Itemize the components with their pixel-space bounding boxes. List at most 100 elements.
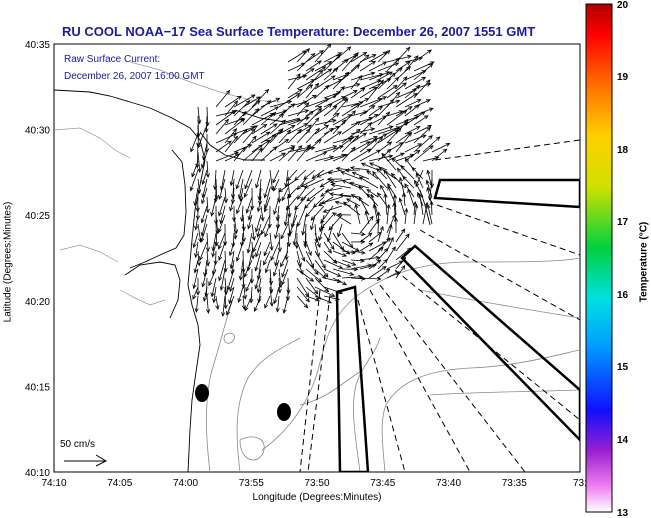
current-vector (242, 128, 256, 144)
current-vector (203, 142, 208, 160)
current-vector (296, 48, 310, 63)
current-vector (229, 286, 235, 304)
current-vector (381, 153, 397, 171)
current-vector (377, 237, 391, 252)
current-vector (323, 154, 346, 162)
current-vector (215, 133, 237, 144)
current-vector (214, 169, 217, 190)
y-tick-label: 40:35 (25, 40, 50, 51)
current-vector (201, 187, 208, 204)
current-vector-head (281, 280, 286, 286)
current-vector (404, 55, 419, 72)
current-vector-head (268, 280, 274, 286)
current-vector (332, 154, 348, 162)
current-vector (386, 260, 403, 270)
current-vector (296, 259, 304, 275)
current-vector-head (366, 170, 371, 175)
current-vector (305, 259, 319, 275)
current-vector (386, 110, 403, 117)
current-vector (323, 67, 338, 81)
current-vector (269, 277, 273, 293)
current-vector (229, 241, 235, 256)
current-vector (305, 98, 329, 108)
current-vector (192, 286, 199, 300)
current-vector (260, 123, 278, 135)
current-vector-head (310, 52, 316, 58)
current-vector (269, 152, 286, 162)
current-vector-head (273, 299, 278, 305)
current-vector-head (286, 193, 292, 199)
current-vector-head (434, 156, 440, 161)
current-vector-head (272, 178, 277, 184)
current-vector (224, 250, 227, 272)
current-vector-head (320, 219, 325, 224)
current-vector (377, 212, 380, 234)
current-vector-head (274, 106, 280, 111)
current-vector-head (420, 111, 426, 116)
current-vector-head (371, 54, 377, 59)
current-vector (404, 99, 421, 108)
current-vector (387, 186, 397, 207)
current-vector-head (355, 64, 361, 69)
current-vector (257, 223, 262, 237)
current-vector-head (415, 172, 420, 178)
current-vector-head (296, 73, 301, 78)
current-vector (251, 100, 271, 117)
current-vector-head (233, 100, 239, 105)
current-vector (240, 259, 244, 280)
current-vector (350, 54, 370, 72)
current-vector (332, 114, 352, 126)
current-vector (227, 268, 235, 291)
current-vector-head (280, 234, 285, 240)
current-vector (426, 180, 433, 198)
current-vector-head (381, 152, 386, 158)
current-vector (332, 250, 347, 257)
current-vector (220, 169, 226, 191)
current-vector-head (375, 255, 381, 260)
current-vector-head (305, 297, 310, 303)
current-vector-head (233, 135, 239, 141)
current-vector (258, 178, 262, 200)
current-vector (229, 196, 235, 211)
current-vector (233, 223, 236, 239)
current-vector (236, 241, 244, 262)
current-vector-head (381, 265, 387, 271)
current-vector-head (367, 122, 373, 127)
current-vector (233, 111, 247, 126)
current-vector-head (329, 155, 335, 160)
current-vector-head (285, 296, 291, 302)
current-vector (212, 241, 217, 257)
current-vector (359, 73, 384, 81)
current-vector (197, 151, 201, 173)
current-vector (218, 196, 226, 216)
current-vector (341, 52, 359, 72)
current-vector (242, 96, 261, 108)
current-vector-head (391, 246, 396, 252)
current-vector-head (212, 298, 217, 304)
current-vector (197, 223, 202, 243)
current-vector-head (336, 54, 341, 59)
current-vector-head (197, 189, 202, 194)
current-vector-head (235, 184, 240, 190)
current-vector (372, 171, 388, 189)
current-vector (350, 98, 369, 108)
current-vector-head (221, 312, 226, 317)
current-vector (233, 100, 250, 117)
current-vector-head (386, 237, 391, 243)
current-vector-head (286, 129, 292, 135)
current-vector (212, 259, 217, 275)
current-vector-head (376, 168, 381, 173)
current-vector (300, 187, 316, 201)
current-vector-head (390, 172, 396, 178)
current-vector-head (350, 135, 356, 140)
radar-coverage-lines (299, 139, 580, 472)
current-vector (314, 268, 326, 279)
current-vector (305, 83, 319, 99)
current-vector (278, 103, 295, 117)
current-vector (287, 62, 305, 72)
current-vector-head (307, 251, 312, 257)
current-vector-head (321, 264, 326, 269)
current-vector (350, 72, 375, 81)
current-vector (345, 169, 361, 171)
current-vector-head (335, 296, 340, 301)
